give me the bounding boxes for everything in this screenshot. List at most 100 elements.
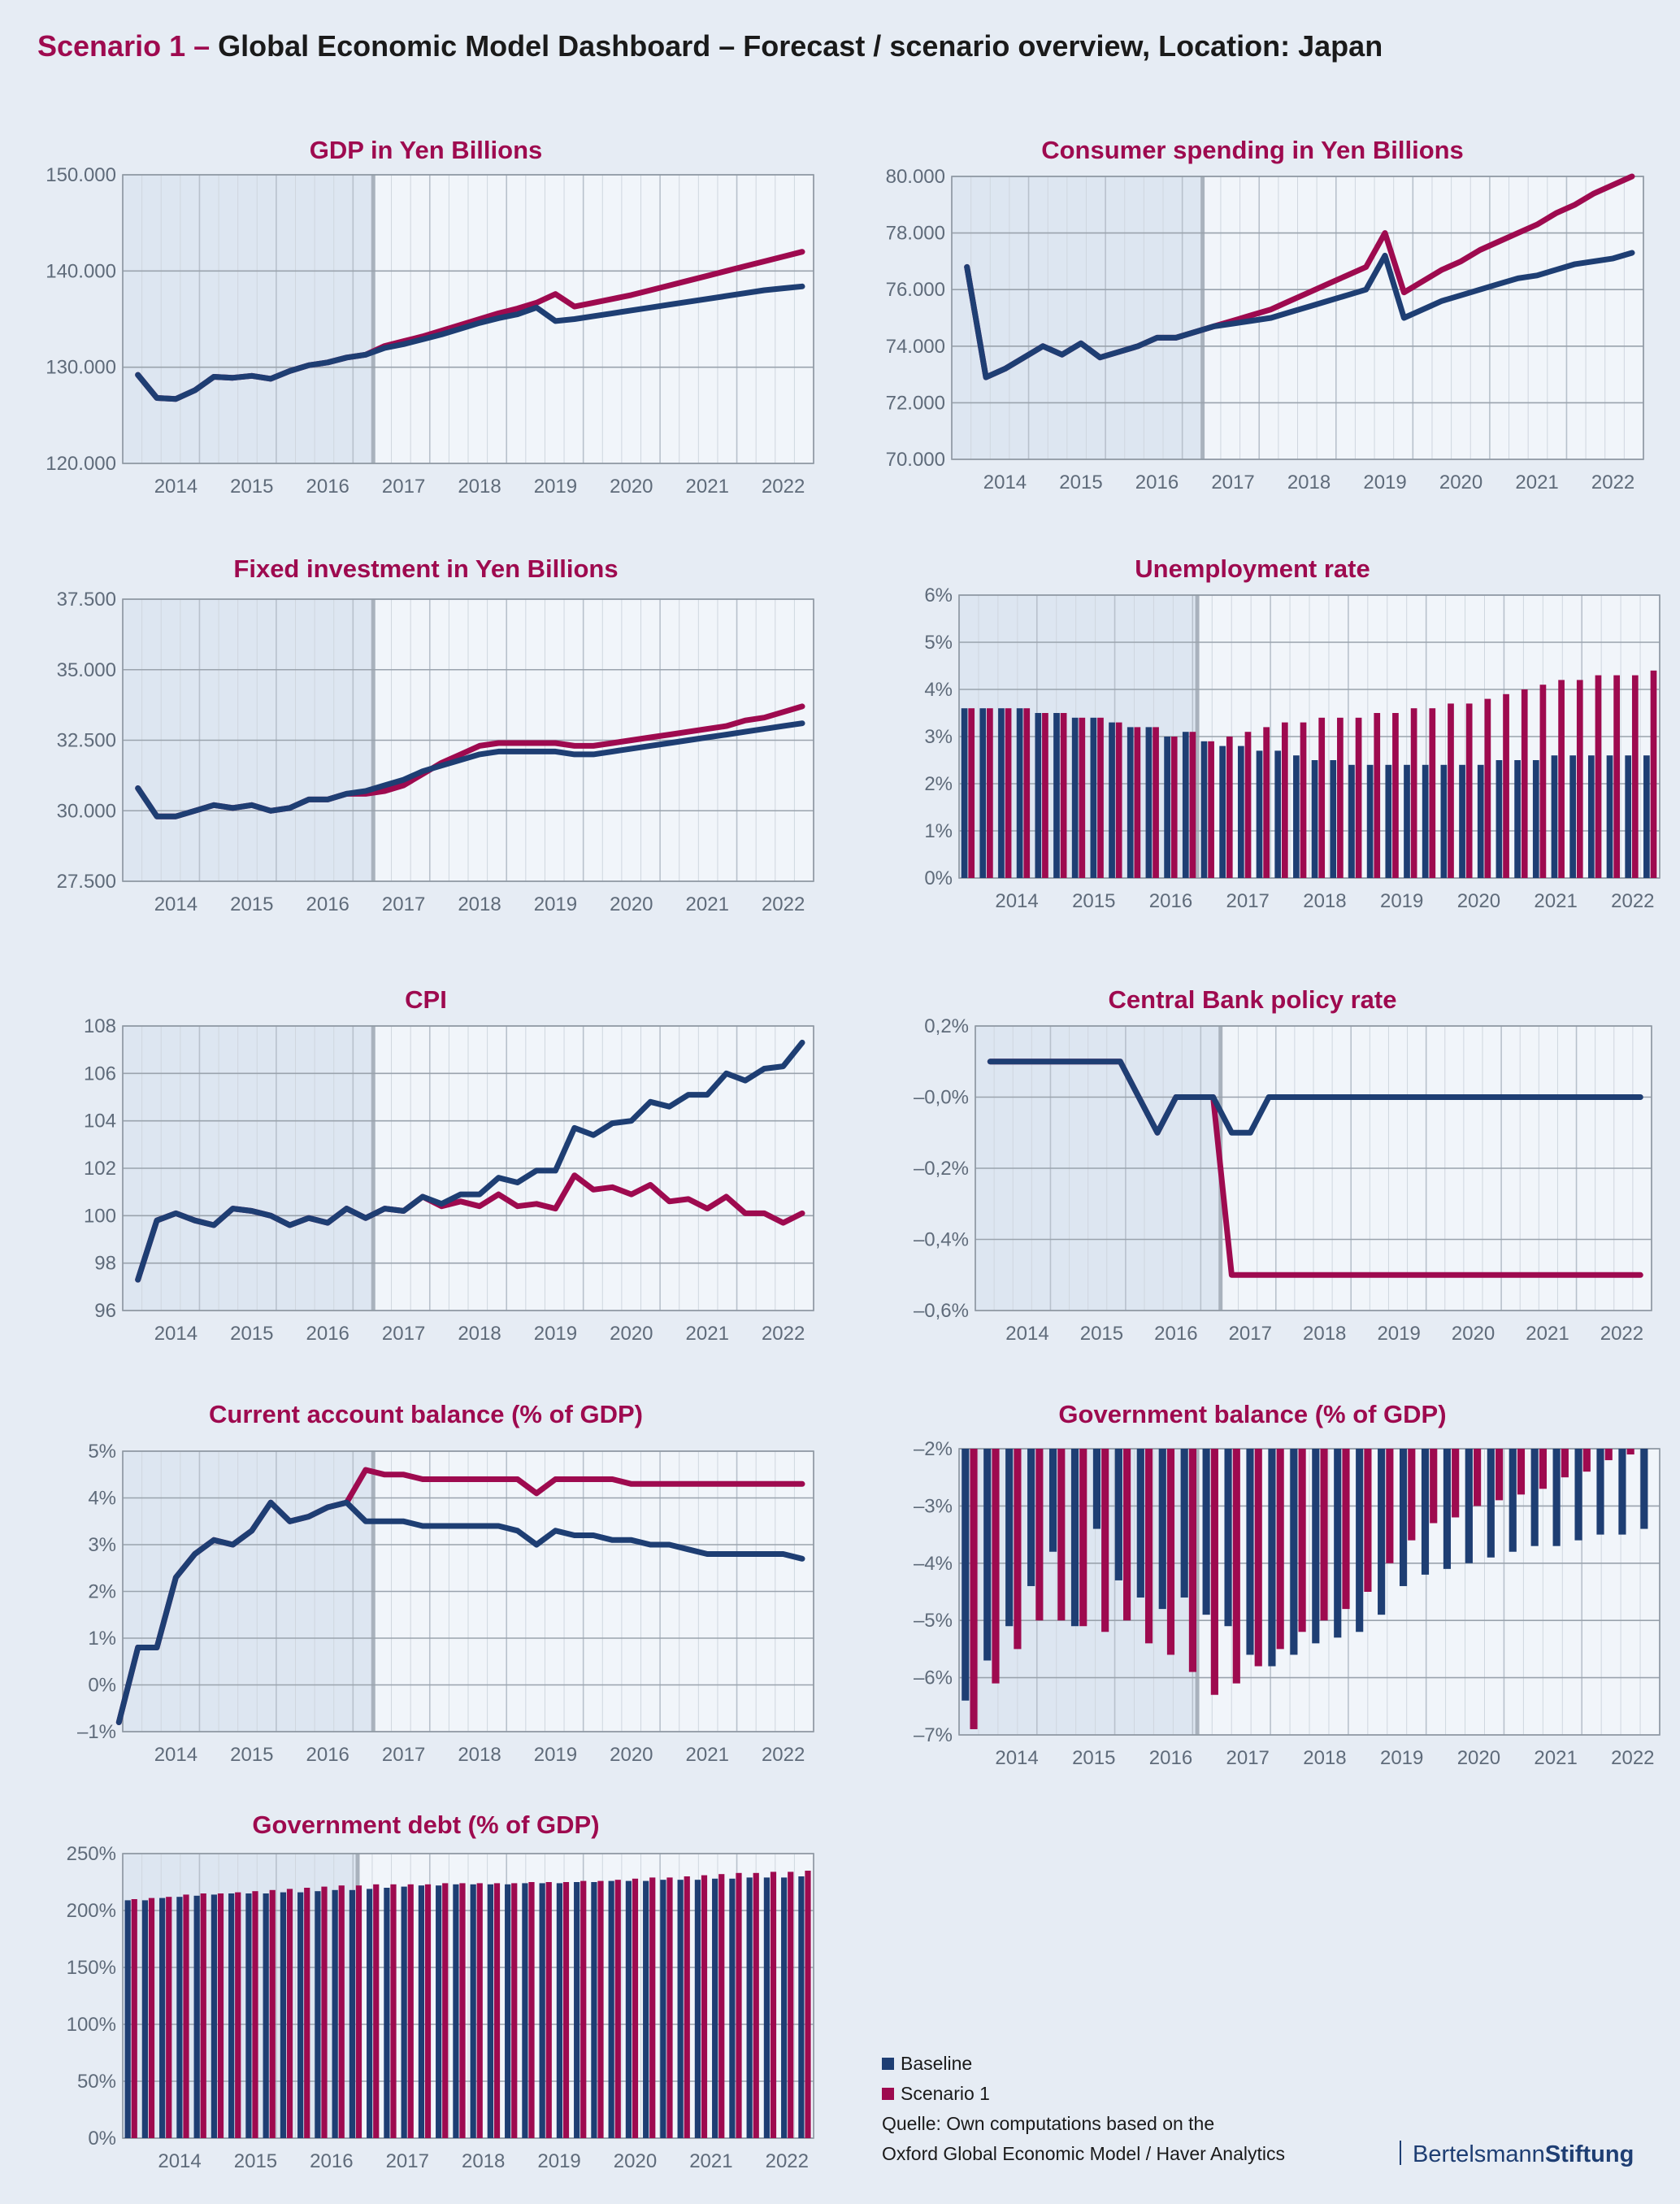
x-tick-label: 2020	[1439, 472, 1482, 493]
y-tick-label: 100%	[67, 2014, 116, 2036]
chart-title: Current account balance (% of GDP)	[209, 1400, 643, 1428]
bar-scenario	[1631, 675, 1639, 878]
y-tick-label: –0,2%	[914, 1158, 969, 1180]
x-tick-label: 2020	[1457, 1747, 1500, 1769]
bar-scenario	[1232, 1449, 1240, 1684]
y-tick-label: –0,0%	[914, 1087, 969, 1109]
x-tick-label: 2021	[686, 1323, 729, 1345]
x-tick-label: 2019	[534, 1323, 577, 1345]
y-tick-label: 70.000	[886, 449, 945, 471]
chart-gov-balance: Government balance (% of GDP) –7% –6% –5% –…	[914, 1400, 1660, 1769]
x-tick-label: 2017	[382, 1744, 425, 1766]
y-tick-label: –6%	[914, 1667, 953, 1689]
bar-scenario	[407, 1884, 414, 2138]
source-note: Quelle: Own computations based on the Ox…	[882, 2109, 1285, 2169]
bar-baseline	[1422, 764, 1429, 878]
x-tick-label: 2014	[995, 1747, 1038, 1769]
y-tick-label: 150.000	[46, 164, 116, 186]
x-tick-label: 2020	[610, 1744, 653, 1766]
bar-scenario	[1364, 1449, 1372, 1592]
bar-baseline	[1514, 760, 1521, 878]
bar-scenario	[562, 1882, 570, 2138]
y-tick-label: 6%	[924, 585, 953, 606]
y-tick-label: 30.000	[57, 800, 116, 822]
y-tick-label: –4%	[914, 1553, 953, 1575]
bar-baseline	[1574, 1449, 1582, 1541]
bar-scenario	[545, 1882, 552, 2138]
bar-baseline	[1290, 1449, 1298, 1655]
plot-area	[122, 1025, 814, 1311]
bar-baseline	[1070, 1449, 1079, 1627]
bar-scenario	[424, 1884, 432, 2138]
x-tick-label: 2022	[762, 1323, 805, 1345]
x-tick-label: 2020	[1457, 890, 1500, 912]
plot-area	[975, 1025, 1652, 1311]
bar-baseline	[539, 1883, 545, 2138]
y-tick-label: 72.000	[886, 392, 945, 414]
x-tick-label: 2014	[154, 476, 198, 498]
x-tick-label: 2022	[1611, 890, 1654, 912]
bar-scenario	[1342, 1449, 1350, 1610]
bar-baseline	[729, 1878, 736, 2138]
bar-baseline	[1625, 755, 1632, 878]
bar-baseline	[1246, 1449, 1254, 1655]
plot-frame	[975, 1025, 1652, 1311]
bar-scenario	[390, 1884, 397, 2138]
bar-scenario	[217, 1893, 224, 2138]
bar-baseline	[1421, 1449, 1430, 1575]
bar-scenario	[1465, 703, 1473, 878]
bar-baseline	[712, 1878, 718, 2138]
bar-scenario	[1392, 713, 1399, 878]
bar-baseline	[401, 1886, 407, 2138]
bar-baseline	[1399, 1449, 1408, 1586]
bar-baseline	[1035, 713, 1042, 878]
bar-baseline	[1109, 722, 1115, 878]
bar-scenario	[1298, 1449, 1306, 1632]
bar-baseline	[1459, 764, 1465, 878]
x-tick-label: 2015	[1072, 1747, 1115, 1769]
bar-baseline	[1180, 1449, 1188, 1598]
bar-baseline	[487, 1884, 494, 2138]
x-tick-label: 2016	[1149, 1747, 1192, 1769]
y-tick-label: 5%	[924, 632, 953, 654]
y-tick-label: 80.000	[886, 166, 945, 188]
bar-baseline	[1487, 1449, 1495, 1558]
plot-frame	[122, 1025, 814, 1311]
series-line-baseline	[115, 1499, 805, 1725]
bar-scenario	[1042, 713, 1048, 878]
bar-scenario	[1189, 732, 1196, 878]
y-tick-label: 0%	[88, 1675, 116, 1697]
chart-title: Unemployment rate	[1135, 554, 1370, 583]
y-tick-label: 130.000	[46, 357, 116, 379]
bar-baseline	[1356, 1449, 1364, 1632]
x-tick-label: 2014	[158, 2150, 201, 2172]
bar-baseline	[176, 1897, 183, 2138]
x-tick-label: 2020	[610, 1323, 653, 1345]
plot-area	[122, 598, 814, 882]
x-tick-label: 2014	[154, 1323, 198, 1345]
bar-baseline	[983, 1449, 992, 1661]
bar-baseline	[798, 1876, 805, 2138]
x-tick-label: 2020	[610, 476, 653, 498]
bar-scenario	[666, 1877, 673, 2138]
brand-part-2: Stiftung	[1544, 2141, 1634, 2167]
plot-frame	[958, 1448, 1660, 1736]
x-tick-label: 2016	[310, 2150, 353, 2172]
y-tick-label: 200%	[67, 1900, 116, 1922]
bar-scenario	[1503, 693, 1509, 878]
bar-scenario	[1539, 1449, 1548, 1489]
bar-baseline	[781, 1877, 788, 2138]
x-tick-label: 2021	[686, 893, 729, 915]
bar-scenario	[580, 1880, 587, 2138]
bar-scenario	[992, 1449, 1000, 1684]
bar-scenario	[1448, 703, 1454, 878]
x-tick-label: 2018	[462, 2150, 505, 2172]
plot-frame	[951, 176, 1644, 460]
bar-baseline	[1092, 1449, 1101, 1529]
plot-area	[122, 174, 814, 464]
bar-scenario	[1386, 1449, 1394, 1563]
y-tick-label: –7%	[914, 1724, 953, 1746]
y-tick-label: 104	[84, 1111, 116, 1132]
bar-scenario	[1188, 1449, 1197, 1672]
bar-scenario	[1429, 708, 1436, 878]
